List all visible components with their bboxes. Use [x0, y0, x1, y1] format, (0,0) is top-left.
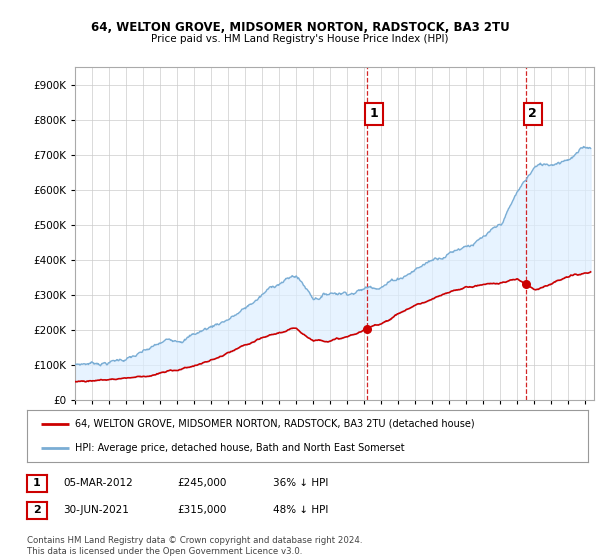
Text: £245,000: £245,000: [177, 478, 226, 488]
Text: Contains HM Land Registry data © Crown copyright and database right 2024.
This d: Contains HM Land Registry data © Crown c…: [27, 536, 362, 556]
Text: 30-JUN-2021: 30-JUN-2021: [63, 505, 129, 515]
Text: £315,000: £315,000: [177, 505, 226, 515]
Text: HPI: Average price, detached house, Bath and North East Somerset: HPI: Average price, detached house, Bath…: [74, 443, 404, 453]
Text: 1: 1: [33, 478, 41, 488]
Text: 2: 2: [529, 108, 537, 120]
Text: 64, WELTON GROVE, MIDSOMER NORTON, RADSTOCK, BA3 2TU: 64, WELTON GROVE, MIDSOMER NORTON, RADST…: [91, 21, 509, 34]
Text: Price paid vs. HM Land Registry's House Price Index (HPI): Price paid vs. HM Land Registry's House …: [151, 34, 449, 44]
Text: 64, WELTON GROVE, MIDSOMER NORTON, RADSTOCK, BA3 2TU (detached house): 64, WELTON GROVE, MIDSOMER NORTON, RADST…: [74, 419, 475, 429]
Text: 2: 2: [33, 505, 41, 515]
Point: [362, 324, 372, 333]
Text: 05-MAR-2012: 05-MAR-2012: [63, 478, 133, 488]
Point: [521, 279, 531, 288]
Text: 36% ↓ HPI: 36% ↓ HPI: [273, 478, 328, 488]
Text: 1: 1: [370, 108, 379, 120]
Text: 48% ↓ HPI: 48% ↓ HPI: [273, 505, 328, 515]
